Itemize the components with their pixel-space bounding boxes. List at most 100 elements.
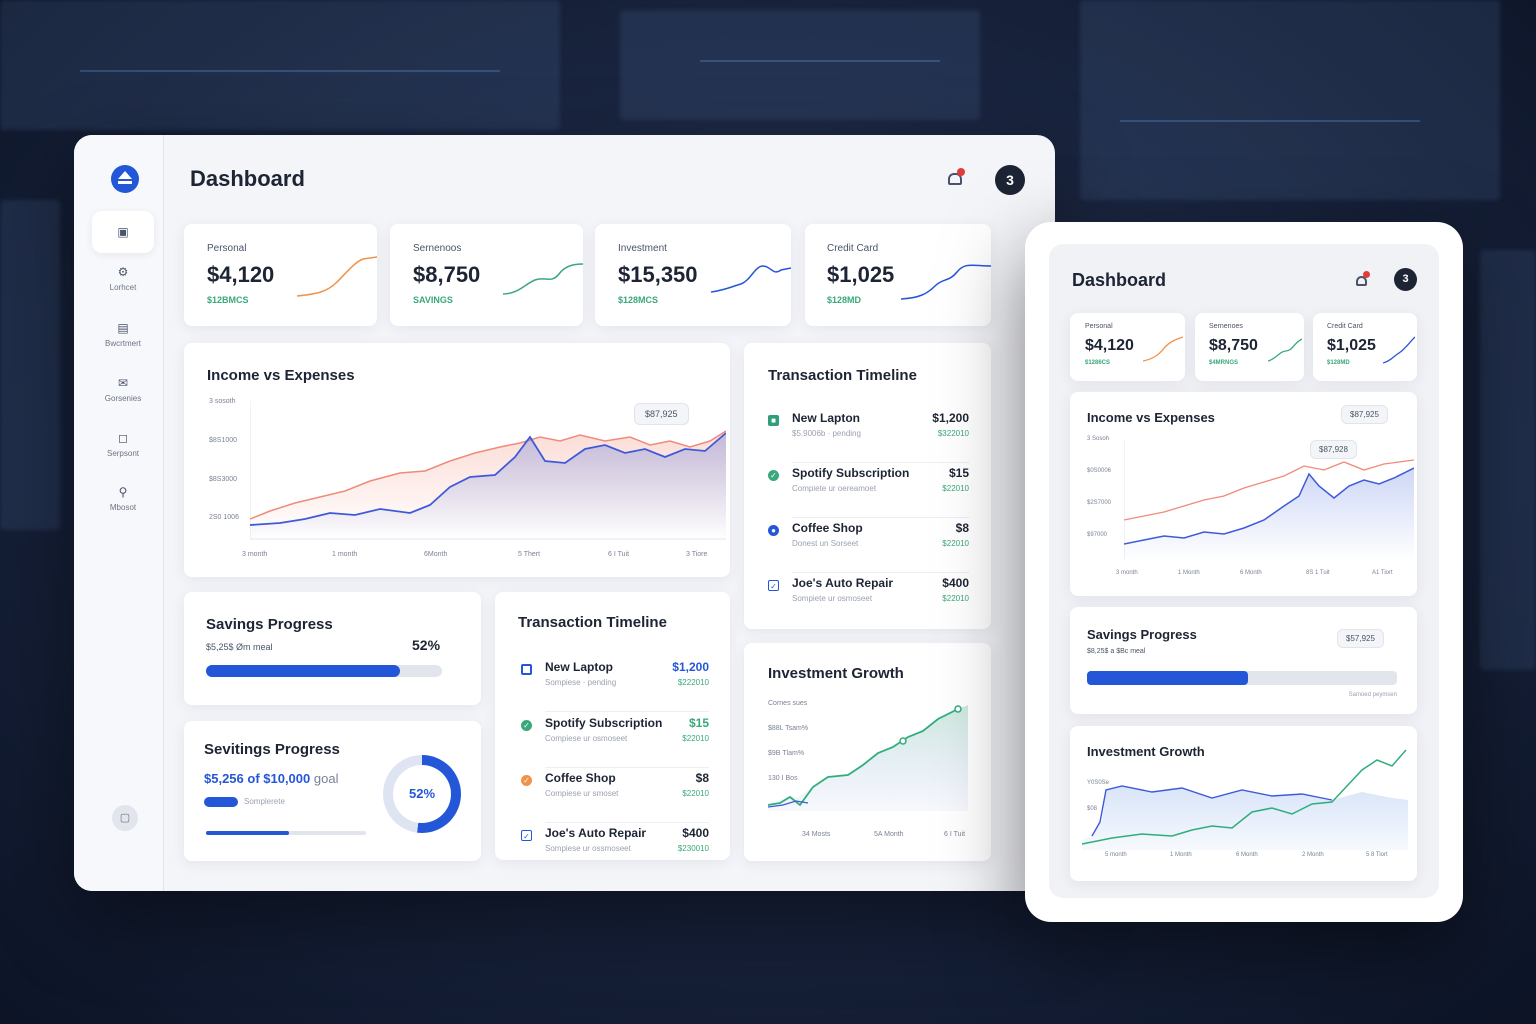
collapse-icon[interactable]: ▢ (112, 805, 138, 831)
sidebar-item-lorhcet[interactable]: ⚙ Lorhcet (92, 259, 154, 313)
x-tick: 6 I Tuit (944, 831, 966, 838)
x-tick: 3 Tiore (686, 551, 708, 558)
sidebar-item-label: Serpsont (106, 449, 140, 458)
card-title: Savings Progress (206, 616, 333, 633)
account-label: Sernenoos (413, 243, 462, 254)
transaction-timeline-card-2: Transaction Timeline New Laptop Sompiese… (495, 592, 730, 860)
transaction-desc: Compiete ur oereamoet (792, 484, 877, 493)
chart-tooltip: $87,928 (1310, 440, 1357, 459)
notification-dot (1363, 271, 1370, 278)
transaction-name: Spotify Subscription (545, 716, 663, 730)
checkbox-icon: ✓ (768, 580, 779, 591)
account-amount: $4,120 (1085, 337, 1134, 354)
transaction-row[interactable]: ✓ Joe's Auto Repair Sompiete ur osmoseet… (766, 574, 969, 628)
account-amount: $8,750 (1209, 337, 1258, 354)
app-logo[interactable] (111, 165, 139, 193)
page-title: Dashboard (190, 166, 305, 191)
account-label: Personal (207, 243, 247, 254)
account-card-personal[interactable]: Personal $4,120 $12BMCS (184, 224, 377, 326)
amount-pill: $57,925 (1337, 629, 1384, 648)
x-tick: 5 8 Tiort (1366, 852, 1388, 858)
transaction-row[interactable]: ● Coffee Shop Donest un Sorseet $8 $2201… (766, 519, 969, 573)
x-tick: 6 Month (1236, 852, 1258, 858)
toggle-chip[interactable] (204, 797, 238, 807)
account-label: Sernenoes (1209, 323, 1243, 330)
transaction-desc: Compiese ur smoset (545, 789, 619, 798)
sidebar-item-bwcrtmert[interactable]: ▤ Bwcrtmert (92, 315, 154, 369)
account-card-personal[interactable]: Personal $4,120 $1286CS (1070, 313, 1185, 381)
mail-icon: ✉ (117, 376, 129, 390)
transaction-row[interactable]: ✓ Spotify Subscription Compiese ur osmos… (519, 714, 709, 768)
bell-icon[interactable] (948, 173, 962, 185)
account-sub: $1286CS (1085, 360, 1111, 366)
status-label: Somplerete (244, 797, 285, 806)
x-tick: 1 Month (1170, 852, 1192, 858)
transaction-row[interactable]: ✓ Spotify Subscription Compiete ur oerea… (766, 464, 969, 518)
checkbox-icon: ✓ (521, 830, 532, 841)
account-sub: $128MD (1327, 360, 1350, 366)
transaction-row[interactable]: ✓ Joe's Auto Repair Sompiese ur ossmosee… (519, 824, 709, 878)
progress-fill (206, 831, 290, 835)
transaction-desc: Compiese ur osmoseet (545, 734, 628, 743)
sparkline (297, 256, 377, 297)
sidebar-item-gorsenies[interactable]: ✉ Gorsenies (92, 370, 154, 424)
account-card-savings[interactable]: Sernenoes $8,750 $4MRNGS (1195, 313, 1304, 381)
chat-icon: ◻ (118, 431, 128, 445)
gear-icon: ⚙ (117, 265, 129, 279)
sidebar-item-mbosot[interactable]: ⚲ Mbosot (92, 479, 154, 533)
sidebar-item-wallet[interactable]: ▣ (92, 211, 154, 253)
account-label: Personal (1085, 323, 1113, 330)
bell-icon[interactable] (1356, 276, 1367, 286)
pin-icon: ⚲ (118, 485, 128, 499)
transaction-amount: $400 (682, 826, 709, 840)
investment-chart (768, 705, 968, 811)
account-card-credit[interactable]: Credit Card $1,025 $128MD (1313, 313, 1417, 381)
y-tick: $2S7000 (1087, 500, 1112, 506)
savings-goal-bar (206, 831, 366, 835)
account-sub: $128MCS (618, 295, 659, 305)
sidebar-item-serpsont[interactable]: ◻ Serpsont (92, 425, 154, 479)
transaction-row[interactable]: ■ New Lapton $5.9006b · pending $1,200 $… (766, 409, 969, 463)
transaction-desc: Sompiete ur osmoseet (792, 594, 873, 603)
x-tick: 6 I Tuit (608, 551, 630, 558)
investment-growth-card: Investment Growth Y0S0Se $08 5 month 1 M… (1070, 726, 1417, 881)
transaction-desc: Sompiese ur ossmoseet (545, 844, 631, 853)
transaction-amount: $15 (948, 466, 969, 480)
card-title: Transaction Timeline (768, 367, 917, 384)
y-tick: Cornes sues (768, 700, 808, 707)
account-label: Credit Card (827, 243, 879, 254)
transaction-name: New Laptop (545, 660, 613, 674)
transaction-row[interactable]: New Laptop Sompiese · pending $1,200 $22… (519, 658, 709, 712)
avatar[interactable]: 3 (1394, 268, 1417, 291)
goal-label: goal (313, 771, 339, 786)
account-card-investment[interactable]: Investment $15,350 $128MCS (595, 224, 791, 326)
chart-tooltip: $87,925 (634, 403, 689, 425)
sidebar: ▣ ⚙ Lorhcet ▤ Bwcrtmert ✉ Gorsenies ◻ Se… (74, 135, 164, 891)
transaction-amount: $400 (942, 576, 969, 590)
savings-progress-card: Savings Progress $5,25$ Øm meal 52% (184, 592, 481, 705)
card-title: Savings Progress (1087, 627, 1197, 642)
transaction-desc: Sompiese · pending (545, 678, 617, 687)
y-tick: $88L Tsam% (768, 725, 809, 732)
sparkline (711, 265, 791, 293)
account-card-savings[interactable]: Sernenoos $8,750 SAVINGS (390, 224, 583, 326)
savings-progress-bar (206, 665, 442, 677)
transaction-row[interactable]: ✓ Coffee Shop Compiese ur smoset $8 $220… (519, 769, 709, 823)
account-label: Credit Card (1327, 323, 1363, 330)
x-tick: 6 Month (1240, 570, 1262, 576)
dot-icon: ● (768, 525, 779, 536)
transaction-date: $22010 (942, 484, 969, 493)
x-tick: A1 Tiort (1372, 570, 1393, 576)
transaction-name: Joe's Auto Repair (545, 826, 647, 840)
income-expenses-card: Income vs Expenses $87,925 3 sosoth $8S1… (184, 343, 730, 577)
sidebar-item-label: Bwcrtmert (105, 339, 141, 348)
x-tick: 6Month (424, 551, 448, 558)
account-card-credit[interactable]: Credit Card $1,025 $128MD (805, 224, 991, 326)
y-tick: 130 I Bos (768, 775, 798, 782)
savings-progress-card: Savings Progress $57,925 $8,25$ a $Bc me… (1070, 607, 1417, 714)
avatar[interactable]: 3 (995, 165, 1025, 195)
wallet-icon: ▣ (117, 225, 129, 239)
sidebar-item-label: Mbosot (109, 503, 137, 512)
divider (792, 572, 969, 573)
x-tick: 3 month (242, 551, 268, 558)
